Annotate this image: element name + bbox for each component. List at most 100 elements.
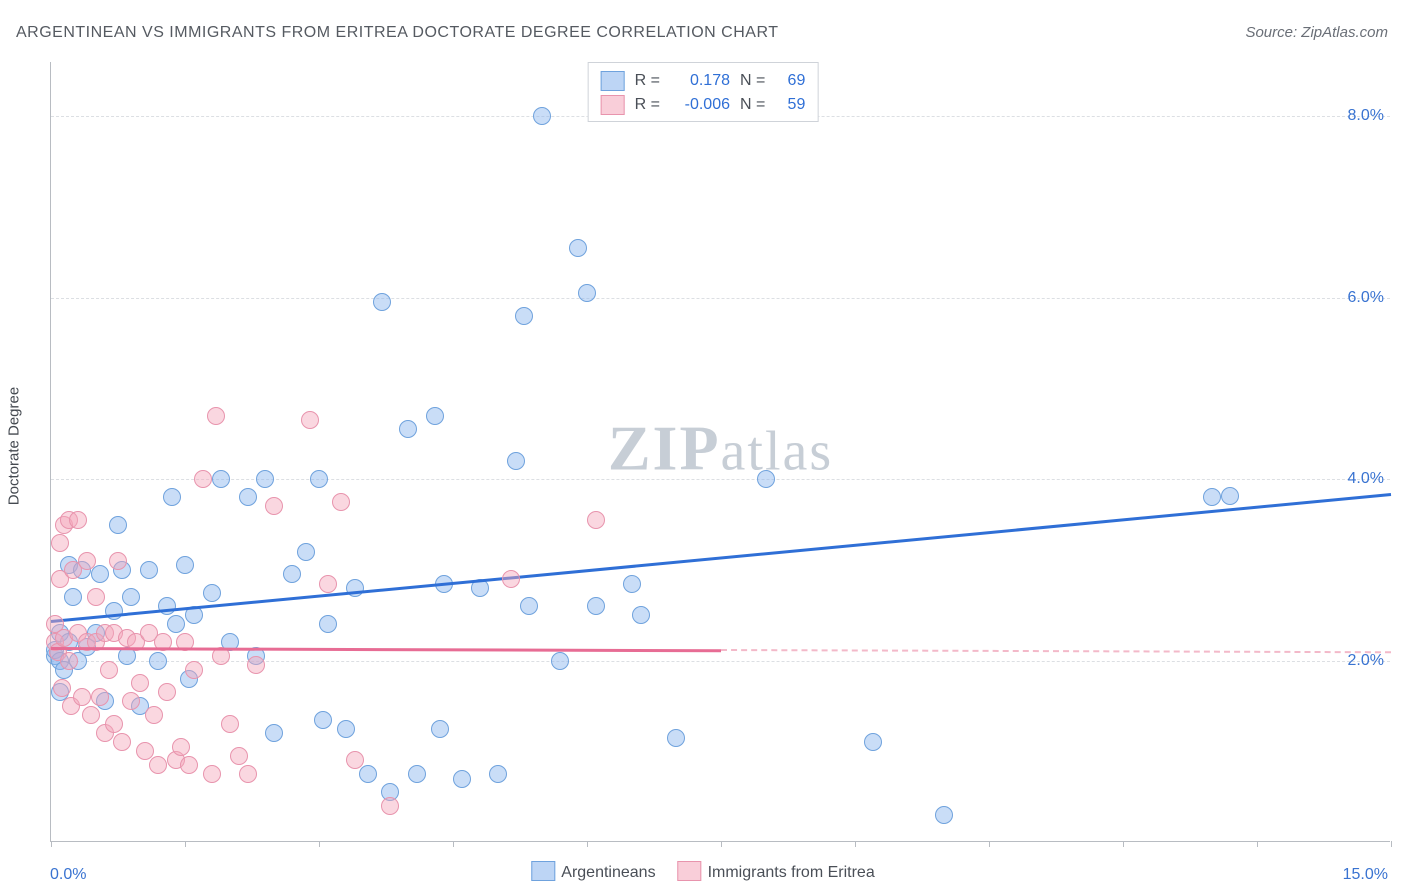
data-point [1203, 488, 1221, 506]
data-point [453, 770, 471, 788]
data-point [203, 584, 221, 602]
data-point [145, 706, 163, 724]
data-point [69, 511, 87, 529]
gridline [51, 479, 1390, 480]
data-point [520, 597, 538, 615]
data-point [587, 511, 605, 529]
data-point [623, 575, 641, 593]
data-point [301, 411, 319, 429]
data-point [100, 661, 118, 679]
data-point [256, 470, 274, 488]
data-point [87, 588, 105, 606]
data-point [578, 284, 596, 302]
legend-row-a: R = 0.178 N = 69 [601, 69, 806, 93]
swatch-a-icon [601, 71, 625, 91]
data-point [359, 765, 377, 783]
watermark-part1: ZIP [608, 412, 721, 483]
data-point [247, 656, 265, 674]
data-point [515, 307, 533, 325]
chart-title: ARGENTINEAN VS IMMIGRANTS FROM ERITREA D… [16, 24, 779, 42]
swatch-b-icon [678, 861, 702, 881]
x-tick [989, 841, 990, 847]
legend-item-a: Argentineans [531, 861, 655, 882]
data-point [587, 597, 605, 615]
y-axis-title: Doctorate Degree [6, 387, 23, 505]
data-point [207, 407, 225, 425]
data-point [158, 683, 176, 701]
watermark-part2: atlas [721, 420, 834, 482]
data-point [864, 733, 882, 751]
r-value-b: -0.006 [670, 93, 730, 117]
data-point [172, 738, 190, 756]
data-point [346, 751, 364, 769]
n-value-a: 69 [775, 69, 805, 93]
data-point [265, 724, 283, 742]
trend-line [51, 647, 721, 652]
data-point [212, 470, 230, 488]
trend-line [721, 649, 1391, 653]
series-legend: Argentineans Immigrants from Eritrea [531, 861, 874, 882]
data-point [105, 715, 123, 733]
data-point [569, 239, 587, 257]
data-point [239, 488, 257, 506]
data-point [489, 765, 507, 783]
data-point [502, 570, 520, 588]
source-label: Source: ZipAtlas.com [1245, 24, 1388, 41]
data-point [399, 420, 417, 438]
data-point [314, 711, 332, 729]
r-label: R = [635, 69, 660, 93]
data-point [91, 565, 109, 583]
correlation-legend: R = 0.178 N = 69 R = -0.006 N = 59 [588, 62, 819, 122]
data-point [109, 552, 127, 570]
data-point [163, 488, 181, 506]
data-point [51, 534, 69, 552]
data-point [113, 733, 131, 751]
data-point [408, 765, 426, 783]
data-point [180, 756, 198, 774]
swatch-b-icon [601, 95, 625, 115]
data-point [149, 756, 167, 774]
x-tick [319, 841, 320, 847]
data-point [533, 107, 551, 125]
data-point [194, 470, 212, 488]
data-point [337, 720, 355, 738]
swatch-a-icon [531, 861, 555, 881]
series-name-a: Argentineans [561, 864, 655, 881]
x-tick [1391, 841, 1392, 847]
data-point [935, 806, 953, 824]
n-label: N = [740, 69, 765, 93]
y-tick-label: 4.0% [1348, 470, 1384, 488]
data-point [297, 543, 315, 561]
data-point [82, 706, 100, 724]
data-point [310, 470, 328, 488]
data-point [203, 765, 221, 783]
data-point [122, 588, 140, 606]
series-name-b: Immigrants from Eritrea [708, 864, 875, 881]
data-point [131, 674, 149, 692]
data-point [167, 615, 185, 633]
data-point [1221, 487, 1239, 505]
n-label: N = [740, 93, 765, 117]
data-point [283, 565, 301, 583]
data-point [140, 561, 158, 579]
y-tick-label: 2.0% [1348, 652, 1384, 670]
data-point [185, 661, 203, 679]
x-tick [1123, 841, 1124, 847]
data-point [176, 556, 194, 574]
data-point [53, 679, 71, 697]
y-tick-label: 6.0% [1348, 289, 1384, 307]
data-point [757, 470, 775, 488]
n-value-b: 59 [775, 93, 805, 117]
x-axis-max-label: 15.0% [1343, 866, 1388, 884]
data-point [64, 588, 82, 606]
data-point [221, 715, 239, 733]
data-point [60, 652, 78, 670]
data-point [632, 606, 650, 624]
y-tick-label: 8.0% [1348, 107, 1384, 125]
x-tick [185, 841, 186, 847]
data-point [78, 552, 96, 570]
data-point [373, 293, 391, 311]
data-point [239, 765, 257, 783]
data-point [667, 729, 685, 747]
x-tick [51, 841, 52, 847]
